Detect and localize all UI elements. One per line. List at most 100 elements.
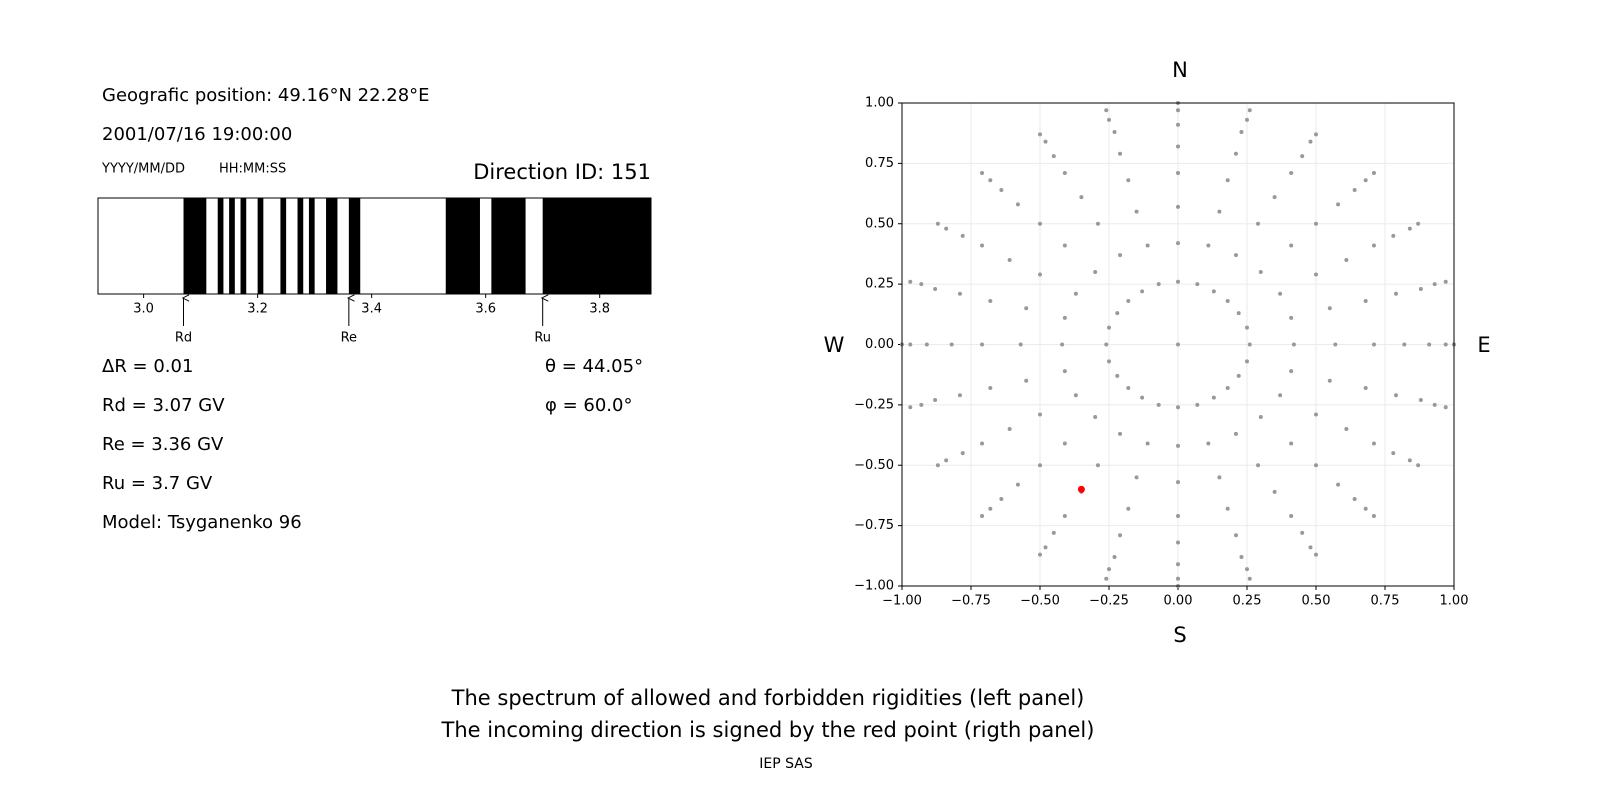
grid-point: [1327, 378, 1332, 383]
grid-point: [908, 342, 913, 347]
plot-frame: [901, 102, 1455, 587]
grid-point: [1007, 427, 1012, 432]
caption-line: The spectrum of allowed and forbidden ri…: [451, 686, 1085, 710]
grid-point: [1062, 171, 1067, 176]
info-text: ΔR = 0.01: [102, 356, 193, 377]
grid-point: [1195, 402, 1200, 407]
grid-point: [1233, 253, 1238, 258]
y-tick-label: 0.25: [865, 277, 894, 292]
grid-point: [1394, 393, 1399, 398]
grid-point: [1176, 480, 1180, 485]
grid-point: [1211, 395, 1216, 400]
grid-point: [1118, 253, 1123, 258]
date-format: YYYY/MM/DD: [101, 162, 185, 177]
grid-point: [988, 506, 993, 511]
grid-point: [1245, 325, 1249, 330]
info-text: θ = 44.05°: [545, 356, 643, 377]
grid-point: [1443, 279, 1448, 284]
grid-point: [1118, 151, 1123, 156]
y-tick-label: 1.00: [865, 96, 894, 111]
grid-point: [1363, 385, 1368, 390]
grid-point: [1118, 431, 1123, 436]
grid-point: [1176, 443, 1180, 448]
grid-point: [1289, 243, 1294, 248]
y-tick-label: −0.25: [854, 397, 894, 412]
grid-point: [960, 233, 965, 238]
grid-point: [1314, 221, 1318, 226]
grid-point: [1258, 270, 1263, 275]
grid-point: [1402, 342, 1407, 347]
grid-point: [1211, 289, 1216, 294]
grid-point: [1245, 567, 1249, 572]
footer: IEP SAS: [759, 756, 813, 772]
grid-point: [1314, 552, 1318, 557]
grid-point: [1278, 291, 1283, 296]
grid-point: [1176, 279, 1180, 284]
grid-point: [1239, 129, 1244, 134]
grid-point: [1314, 412, 1318, 417]
marker-label: Re: [341, 331, 357, 346]
compass-north: N: [1172, 58, 1188, 82]
grid-point: [1272, 489, 1277, 494]
grid-point: [1300, 154, 1305, 159]
grid-point: [1176, 171, 1180, 176]
grid-point: [908, 279, 913, 284]
grid-point: [1176, 122, 1180, 127]
forbidden-band: [297, 198, 304, 294]
grid-point: [1107, 359, 1111, 364]
spectrum-border: [97, 197, 652, 295]
grid-point: [980, 342, 985, 347]
grid-point: [1352, 497, 1357, 502]
x-tick-label: 3.4: [361, 302, 382, 317]
grid-point: [960, 451, 965, 456]
marker-label: Ru: [534, 331, 551, 346]
y-tick-label: 0.75: [865, 156, 894, 171]
grid-point: [1236, 311, 1241, 316]
position: Geografic position: 49.16°N 22.28°E: [102, 85, 430, 106]
grid-point: [988, 178, 993, 183]
grid-point: [1126, 299, 1131, 304]
grid-point: [1363, 178, 1368, 183]
grid-point: [1256, 463, 1261, 468]
grid-point: [1176, 241, 1180, 246]
grid-point: [1206, 243, 1211, 248]
grid-point: [935, 463, 940, 468]
grid-point: [1043, 139, 1048, 144]
grid-point: [1134, 209, 1139, 214]
x-tick-label: 0.25: [1233, 594, 1262, 609]
grid-point: [1093, 414, 1098, 419]
grid-point: [1115, 311, 1120, 316]
grid-point: [988, 299, 993, 304]
grid-point: [933, 398, 938, 403]
grid-point: [1233, 431, 1238, 436]
grid-point: [1176, 108, 1180, 113]
x-tick-label: 3.0: [133, 302, 154, 317]
grid-point: [1443, 405, 1448, 410]
info-text: Ru = 3.7 GV: [102, 473, 213, 494]
grid-point: [1432, 402, 1437, 407]
grid-point: [1394, 291, 1399, 296]
grid-point: [1176, 562, 1180, 567]
x-tick-label: 0.75: [1371, 594, 1400, 609]
grid-point: [1416, 221, 1421, 226]
grid-point: [1278, 393, 1283, 398]
grid-point: [1176, 540, 1180, 545]
grid-point: [1407, 226, 1412, 231]
grid-point: [1062, 315, 1067, 320]
y-tick-label: 0.50: [865, 216, 894, 231]
datetime: 2001/07/16 19:00:00: [102, 124, 292, 145]
grid-point: [1145, 243, 1150, 248]
grid-point: [944, 226, 949, 231]
grid-point: [957, 393, 962, 398]
grid-point: [924, 342, 929, 347]
grid-point: [1038, 221, 1042, 226]
grid-point: [1336, 202, 1341, 207]
grid-point: [1247, 342, 1252, 347]
grid-point: [1289, 513, 1294, 518]
forbidden-band: [257, 198, 264, 294]
grid-point: [1371, 441, 1376, 446]
x-tick-label: −0.75: [951, 594, 991, 609]
y-tick-label: −1.00: [854, 579, 894, 594]
grid-point: [999, 497, 1004, 502]
forbidden-band: [308, 198, 315, 294]
